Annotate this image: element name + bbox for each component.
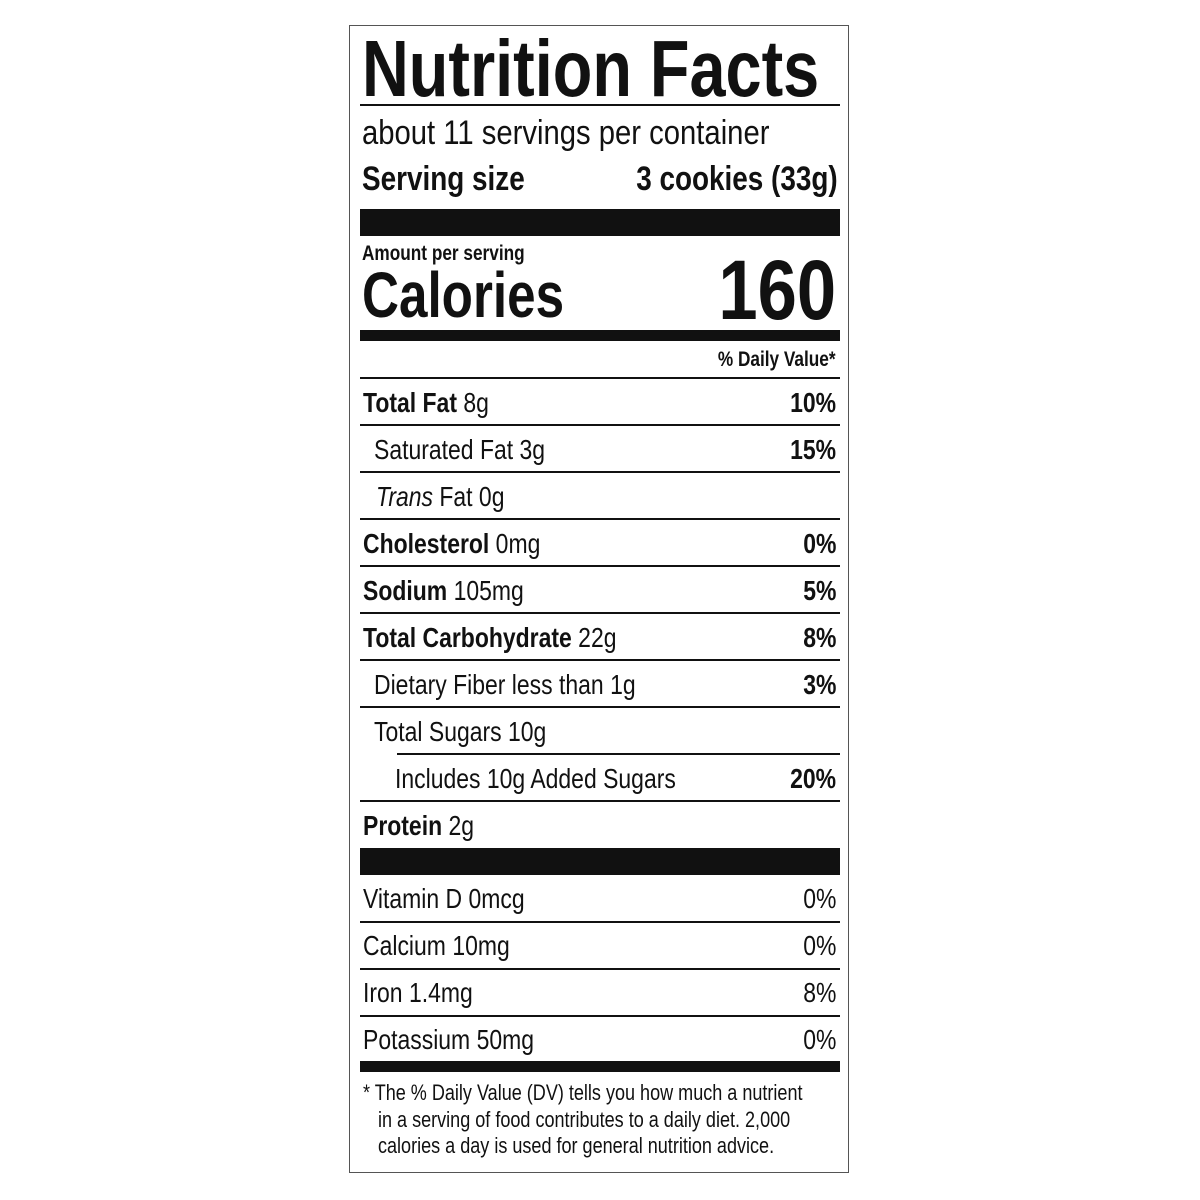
nutrient-name: Dietary Fiber: [374, 669, 506, 700]
nutrient-amount: 10g: [508, 716, 547, 747]
divider: [360, 424, 840, 426]
nutrient-name: Sodium: [363, 575, 448, 606]
nutrient-name: Cholesterol: [363, 528, 490, 559]
nutrient-name: Includes 10g Added Sugars: [395, 763, 676, 794]
title-text: Nutrition Facts: [362, 24, 820, 113]
nutrient-name: Total Carbohydrate: [363, 622, 572, 653]
nutrient-name: Total Sugars: [374, 716, 502, 747]
divider: [360, 565, 840, 567]
divider: [360, 921, 840, 923]
nutrient-dv: 5%: [802, 575, 836, 606]
footnote-line: * The % Daily Value (DV) tells you how m…: [363, 1080, 803, 1105]
vitamin-amount: 0mcg: [468, 883, 525, 914]
nutrient-row-cholesterol: Cholesterol 0mg 0%: [360, 521, 840, 566]
calories-value: 160: [696, 243, 836, 337]
medium-bar: [360, 330, 840, 341]
nutrient-dv: 10%: [790, 387, 836, 418]
amount-per-serving-text: Amount per serving: [362, 242, 525, 265]
divider: [360, 706, 840, 708]
nutrient-row-total-fat: Total Fat 8g 10%: [360, 380, 840, 425]
vitamin-row-iron: Iron 1.4mg 8%: [360, 970, 840, 1015]
vitamin-name: Potassium: [363, 1024, 471, 1055]
daily-value-header: % Daily Value*: [692, 347, 836, 373]
servings-text: about 11 servings per container: [362, 114, 770, 152]
thick-bar: [360, 848, 840, 875]
amount-per-serving: Amount per serving: [362, 242, 560, 266]
nutrient-row-trans-fat: Trans Fat 0g: [360, 474, 840, 519]
nutrient-name-suffix: Fat: [439, 481, 473, 512]
nutrient-row-dietary-fiber: Dietary Fiber less than 1g 3%: [360, 662, 840, 707]
nutrient-dv: 15%: [790, 434, 836, 465]
nutrient-amount: 8g: [463, 387, 489, 418]
serving-size-value: 3 cookies (33g): [636, 160, 838, 198]
calories-value-text: 160: [718, 243, 836, 337]
calories-label: Calories: [362, 262, 615, 328]
vitamin-name: Vitamin D: [363, 883, 463, 914]
nutrition-label: [349, 25, 849, 1173]
vitamin-amount: 1.4mg: [408, 977, 473, 1008]
divider: [360, 518, 840, 520]
vitamin-dv: 0%: [802, 883, 836, 914]
calories-label-text: Calories: [362, 259, 565, 331]
divider: [360, 659, 840, 661]
footnote-line: in a serving of food contributes to a da…: [378, 1106, 791, 1132]
divider: [360, 471, 840, 473]
vitamin-amount: 10mg: [452, 930, 510, 961]
vitamin-row-calcium: Calcium 10mg 0%: [360, 923, 840, 968]
nutrient-dv: 20%: [790, 763, 836, 794]
serving-size-label: Serving size: [362, 160, 525, 198]
divider: [360, 800, 840, 802]
nutrient-amount: 3g: [519, 434, 546, 465]
vitamin-row-potassium: Potassium 50mg 0%: [360, 1017, 840, 1062]
vitamin-name: Iron: [363, 977, 403, 1008]
label-title: Nutrition Facts: [362, 26, 926, 112]
nutrient-row-added-sugars: Includes 10g Added Sugars 20%: [360, 756, 840, 801]
vitamin-name: Calcium: [363, 930, 446, 961]
vitamin-dv: 0%: [802, 1024, 836, 1055]
nutrient-amount: 0g: [478, 481, 505, 512]
nutrient-name: Saturated Fat: [374, 434, 514, 465]
divider: [360, 377, 840, 379]
divider: [397, 753, 840, 755]
vitamin-row-vitamin-d: Vitamin D 0mcg 0%: [360, 876, 840, 921]
nutrient-amount: less than 1g: [511, 669, 636, 700]
nutrient-row-total-sugars: Total Sugars 10g: [360, 709, 840, 754]
vitamin-dv: 8%: [802, 977, 836, 1008]
divider: [360, 104, 840, 106]
nutrient-dv: 0%: [802, 528, 836, 559]
nutrient-amount: 105mg: [453, 575, 524, 606]
nutrient-row-saturated-fat: Saturated Fat 3g 15%: [360, 427, 840, 472]
nutrient-dv: 8%: [802, 622, 836, 653]
thick-bar: [360, 209, 840, 236]
servings-per-container: about 11 servings per container: [362, 113, 836, 153]
divider: [360, 1015, 840, 1017]
nutrient-amount: 0mg: [495, 528, 541, 559]
nutrient-row-protein: Protein 2g: [360, 803, 840, 848]
nutrient-row-total-carbohydrate: Total Carbohydrate 22g 8%: [360, 615, 840, 660]
nutrient-name: Total Fat: [363, 387, 457, 418]
medium-bar: [360, 1061, 840, 1072]
nutrient-dv: 3%: [802, 669, 836, 700]
dv-header-text: % Daily Value*: [718, 348, 836, 371]
vitamin-dv: 0%: [802, 930, 836, 961]
nutrient-name: Trans: [376, 481, 433, 512]
footnote-line: calories a day is used for general nutri…: [378, 1133, 775, 1158]
footnote: * The % Daily Value (DV) tells you how m…: [363, 1080, 899, 1160]
divider: [360, 612, 840, 614]
nutrient-amount: 22g: [578, 622, 617, 653]
nutrient-row-sodium: Sodium 105mg 5%: [360, 568, 840, 613]
vitamin-amount: 50mg: [476, 1024, 535, 1055]
nutrient-name: Protein: [363, 810, 443, 841]
divider: [360, 968, 840, 970]
nutrient-amount: 2g: [448, 810, 475, 841]
